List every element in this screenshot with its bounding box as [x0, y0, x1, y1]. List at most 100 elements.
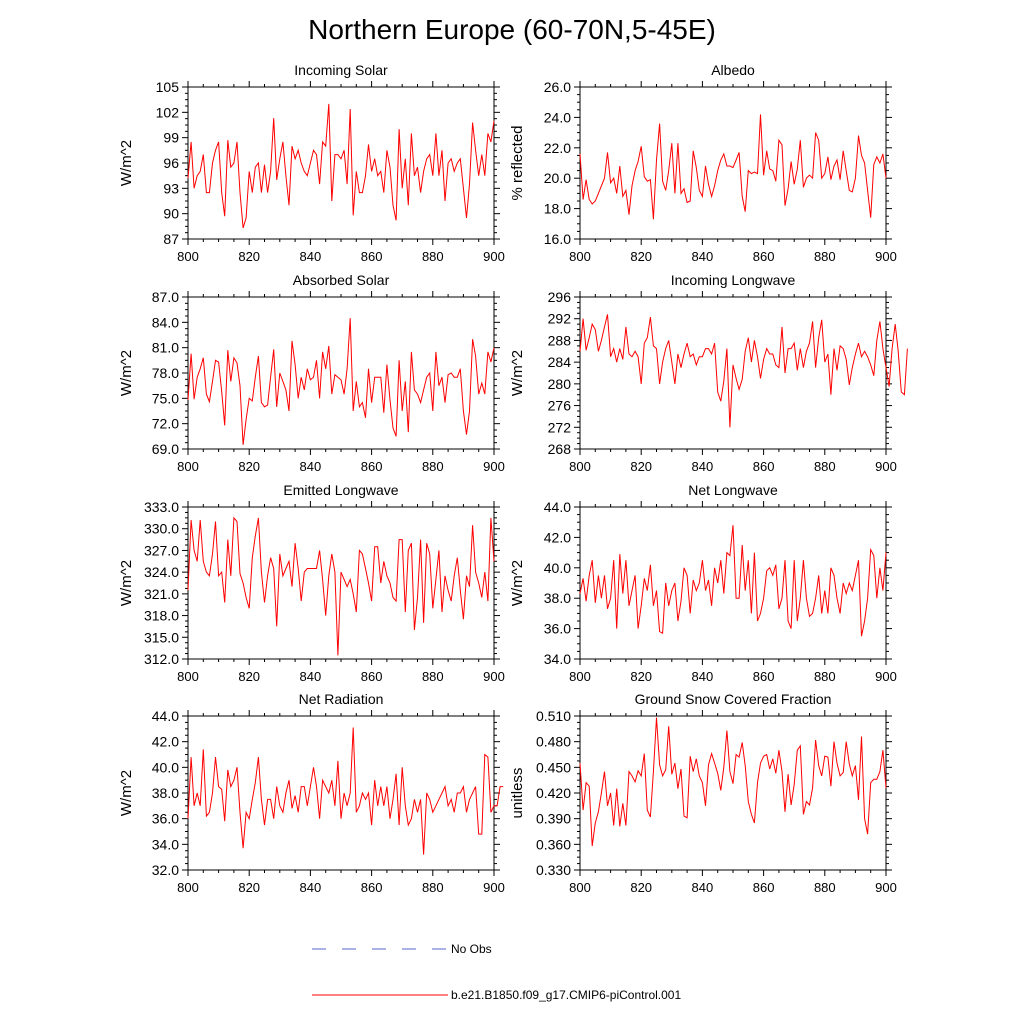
x-tick-label: 860	[361, 669, 383, 684]
panel-title: Emitted Longwave	[283, 482, 398, 498]
panel-3: 800 820 840 860 880 900 69.0 72.0 75.0 78.0 81.0 84…	[118, 272, 505, 474]
y-tick-label: 276	[548, 398, 572, 414]
panel-title: Incoming Longwave	[671, 272, 796, 288]
series-line	[579, 717, 887, 847]
y-tick-label: 292	[548, 311, 572, 327]
y-tick-label: 26.0	[544, 79, 571, 95]
y-tick-label: 69.0	[152, 441, 179, 457]
y-tick-label: 72.0	[152, 416, 179, 432]
legend-model-label: b.e21.B1850.f09_g17.CMIP6-piControl.001	[451, 988, 682, 1002]
y-tick-label: 0.480	[536, 734, 571, 750]
y-tick-label: 0.510	[536, 708, 571, 724]
y-tick-label: 96	[163, 155, 179, 171]
y-tick-label: 40.0	[152, 759, 179, 775]
y-tick-label: 34.0	[152, 836, 179, 852]
series-line	[187, 727, 504, 855]
y-tick-label: 280	[548, 376, 572, 392]
x-tick-label: 880	[814, 459, 836, 474]
x-tick-label: 880	[422, 880, 444, 895]
y-tick-label: 38.0	[544, 590, 571, 606]
y-tick-label: 284	[548, 354, 572, 370]
x-tick-label: 800	[569, 880, 591, 895]
x-tick-label: 820	[238, 249, 260, 264]
y-tick-label: 87.0	[152, 289, 179, 305]
x-tick-label: 820	[630, 249, 652, 264]
x-tick-label: 820	[630, 669, 652, 684]
x-tick-label: 880	[422, 669, 444, 684]
panel-title: Net Radiation	[299, 691, 384, 707]
y-tick-label: 20.0	[544, 170, 571, 186]
x-tick-label: 860	[753, 249, 775, 264]
y-axis-label: % reflected	[509, 125, 526, 200]
panel-2: 800 820 840 860 880 900 16.0 18.0 20.0 22.0 24.0 26…	[509, 62, 897, 264]
y-tick-label: 272	[548, 419, 572, 435]
x-tick-label: 860	[753, 459, 775, 474]
y-tick-label: 42.0	[544, 529, 571, 545]
y-tick-label: 44.0	[544, 499, 571, 515]
y-axis-label: unitless	[509, 768, 526, 819]
x-tick-label: 800	[177, 880, 199, 895]
panel-title: Absorbed Solar	[293, 272, 390, 288]
y-tick-label: 102	[156, 104, 180, 120]
y-tick-label: 105	[156, 79, 180, 95]
x-tick-label: 840	[692, 880, 714, 895]
y-axis-label: W/m^2	[118, 560, 135, 606]
series-line	[579, 314, 908, 428]
x-tick-label: 880	[422, 459, 444, 474]
y-tick-label: 0.450	[536, 759, 571, 775]
y-tick-label: 34.0	[544, 651, 571, 667]
x-tick-label: 800	[569, 459, 591, 474]
x-tick-label: 840	[692, 249, 714, 264]
x-tick-label: 900	[875, 459, 897, 474]
x-tick-label: 800	[177, 249, 199, 264]
x-tick-label: 820	[238, 880, 260, 895]
x-tick-label: 900	[875, 249, 897, 264]
x-tick-label: 840	[300, 249, 322, 264]
y-tick-label: 333.0	[144, 499, 179, 515]
y-tick-label: 24.0	[544, 109, 571, 125]
panel-title: Net Longwave	[688, 482, 778, 498]
x-tick-label: 820	[630, 459, 652, 474]
x-tick-label: 820	[630, 880, 652, 895]
series-line	[187, 318, 495, 445]
x-tick-label: 880	[814, 669, 836, 684]
x-tick-label: 900	[483, 669, 505, 684]
x-tick-label: 900	[483, 459, 505, 474]
y-tick-label: 81.0	[152, 340, 179, 356]
x-tick-label: 820	[238, 669, 260, 684]
x-tick-label: 800	[569, 669, 591, 684]
panel-1: 800 820 840 860 880 900 87 90 93 96 99 102 105 Incomi…	[118, 62, 505, 264]
series-line	[579, 114, 887, 220]
x-tick-label: 880	[814, 249, 836, 264]
x-tick-label: 880	[422, 249, 444, 264]
y-tick-label: 36.0	[544, 621, 571, 637]
x-tick-label: 860	[753, 880, 775, 895]
y-tick-label: 38.0	[152, 785, 179, 801]
panel-title: Incoming Solar	[294, 62, 388, 78]
y-tick-label: 90	[163, 206, 179, 222]
y-axis-label: W/m^2	[118, 140, 135, 186]
y-tick-label: 84.0	[152, 314, 179, 330]
y-tick-label: 44.0	[152, 708, 179, 724]
y-tick-label: 315.0	[144, 629, 179, 645]
series-line	[187, 103, 495, 229]
legend-no-obs-label: No Obs	[451, 942, 492, 956]
x-tick-label: 840	[692, 669, 714, 684]
y-tick-label: 312.0	[144, 651, 179, 667]
y-tick-label: 324.0	[144, 564, 179, 580]
y-tick-label: 99	[163, 130, 179, 146]
x-tick-label: 820	[238, 459, 260, 474]
x-tick-label: 800	[177, 669, 199, 684]
y-tick-label: 268	[548, 441, 572, 457]
y-tick-label: 0.360	[536, 836, 571, 852]
panel-title: Albedo	[711, 62, 755, 78]
figure-title: Northern Europe (60-70N,5-45E)	[308, 14, 716, 45]
y-tick-label: 318.0	[144, 608, 179, 624]
x-tick-label: 900	[483, 880, 505, 895]
panel-6: 800 820 840 860 880 900 34.0 36.0 38.0 40.0 42.0 44…	[509, 482, 897, 684]
y-tick-label: 18.0	[544, 201, 571, 217]
y-tick-label: 93	[163, 180, 179, 196]
x-tick-label: 900	[875, 669, 897, 684]
